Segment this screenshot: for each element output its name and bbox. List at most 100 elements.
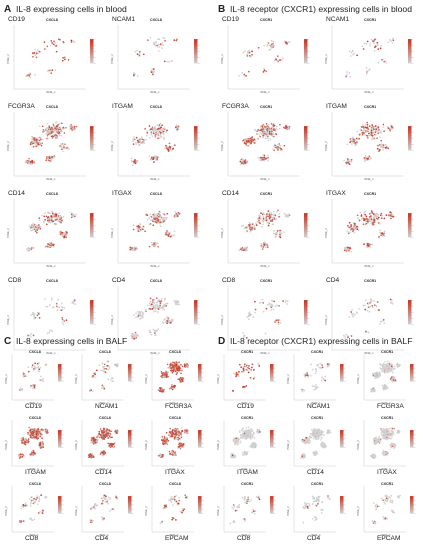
cell-point	[31, 140, 33, 143]
cell-point	[285, 125, 288, 128]
cell-point	[246, 226, 249, 228]
cell-point	[176, 129, 178, 132]
cell-point	[139, 223, 141, 226]
cell-point	[247, 140, 249, 142]
cell-point	[373, 217, 376, 219]
cell-point	[35, 433, 38, 436]
cell-point	[33, 228, 36, 231]
cell-point	[273, 127, 275, 130]
cell-point	[384, 144, 386, 147]
cell-point	[350, 250, 353, 253]
cell-point	[262, 223, 264, 226]
cell-point	[51, 159, 53, 162]
cell-point	[278, 215, 281, 218]
cell-point	[347, 248, 350, 251]
cell-point	[161, 374, 164, 376]
cell-point	[274, 144, 276, 147]
scatter-plot	[227, 112, 310, 177]
cell-point	[387, 41, 390, 44]
cell-point	[267, 159, 269, 162]
cell-point	[273, 146, 276, 149]
cell-point	[348, 250, 351, 253]
cell-point	[163, 372, 166, 374]
cell-point	[135, 246, 137, 249]
cell-point	[39, 226, 42, 228]
cell-point	[30, 384, 32, 387]
cell-point	[287, 125, 289, 128]
cell-point	[35, 225, 38, 228]
cell-point	[151, 128, 153, 130]
cell-point	[73, 128, 76, 131]
cell-point	[31, 138, 33, 140]
cell-point	[152, 213, 155, 216]
cell-point	[248, 225, 251, 227]
cell-point	[33, 317, 36, 320]
cell-point	[279, 123, 281, 126]
cell-point	[49, 304, 51, 306]
cell-point	[273, 229, 275, 232]
cell-point	[24, 439, 27, 441]
cell-point	[242, 249, 245, 252]
cell-point	[148, 329, 151, 332]
cell-point	[156, 216, 159, 218]
cell-point	[50, 156, 53, 159]
cell-point	[263, 244, 266, 246]
cell-point	[44, 363, 47, 366]
cell-point	[392, 39, 395, 42]
cell-point	[158, 126, 160, 129]
cell-point	[176, 128, 179, 131]
cell-point	[185, 366, 187, 368]
cell-point	[39, 227, 42, 230]
cell-point	[136, 49, 139, 52]
cell-point	[29, 143, 32, 145]
cell-point	[107, 430, 110, 432]
axis-frame	[11, 486, 54, 533]
cell-point	[241, 225, 243, 227]
cell-point	[24, 161, 27, 164]
cell-point	[149, 331, 151, 334]
cell-point	[133, 314, 135, 317]
cell-point	[158, 219, 161, 222]
cell-point	[277, 149, 279, 151]
cell-point	[176, 303, 179, 306]
cell-point	[134, 160, 137, 163]
cell-point	[168, 60, 171, 63]
cell-point	[364, 124, 367, 126]
cell-point	[369, 220, 371, 222]
cell-point	[383, 130, 385, 133]
cell-point	[165, 233, 167, 236]
cell-point	[57, 132, 60, 135]
cell-point	[164, 297, 166, 300]
cell-points	[130, 297, 181, 340]
cell-point	[264, 126, 266, 128]
cell-point	[362, 304, 365, 307]
cell-point	[175, 215, 177, 218]
cell-point	[368, 68, 371, 71]
gene-label: ITGAX	[326, 190, 346, 197]
cell-point	[244, 159, 246, 162]
cell-point	[275, 210, 278, 213]
cell-point	[278, 319, 281, 321]
cell-points	[157, 426, 189, 458]
cell-point	[243, 334, 246, 337]
cell-point	[367, 302, 370, 305]
cell-point	[166, 212, 169, 215]
cell-point	[138, 310, 141, 313]
cell-point	[358, 308, 360, 310]
cell-point	[64, 58, 66, 61]
cell-point	[172, 434, 175, 437]
axis-frame	[227, 112, 300, 177]
cell-point	[52, 134, 55, 137]
cell-point	[152, 158, 154, 161]
cell-point	[262, 154, 264, 156]
cell-point	[256, 220, 259, 223]
cell-point	[92, 374, 95, 377]
cell-point	[29, 429, 31, 432]
cell-point	[149, 213, 152, 216]
cell-point	[366, 309, 369, 312]
cell-point	[89, 454, 92, 457]
cell-point	[346, 158, 349, 160]
cell-point	[175, 366, 177, 368]
cell-point	[70, 41, 73, 43]
feature-tag: CXCL8	[99, 416, 111, 420]
